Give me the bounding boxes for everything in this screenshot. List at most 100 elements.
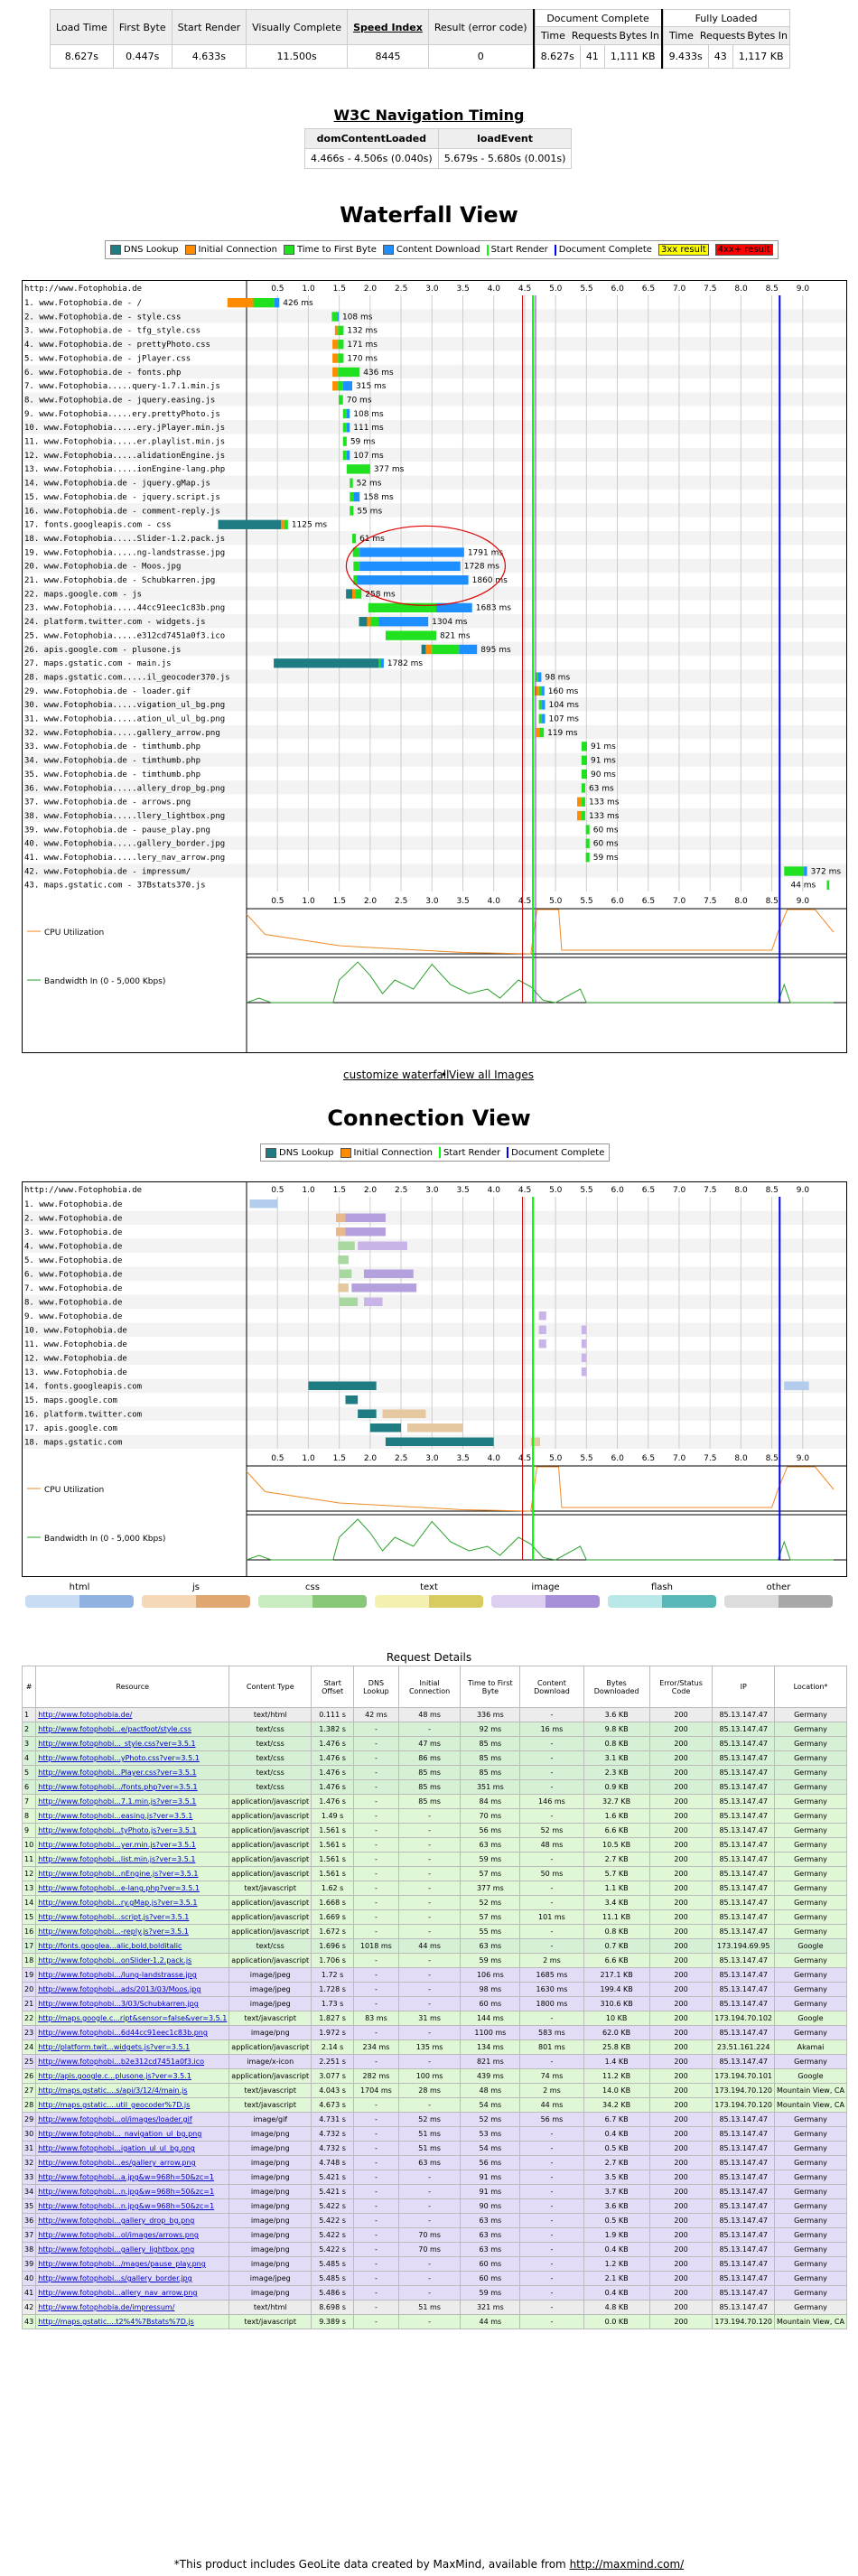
table-cell[interactable]: http://www.fotophobi...ol/images/arrows.…: [35, 2227, 230, 2243]
table-cell[interactable]: http://www.fotophobi...yPhoto.css?ver=3.…: [35, 1750, 230, 1766]
customize-waterfall-link[interactable]: customize waterfall: [343, 1069, 450, 1081]
table-cell: 200: [648, 1852, 713, 1867]
table-cell: 0.0 KB: [583, 2314, 650, 2329]
table-cell[interactable]: http://www.fotophobi...gallery_drop_bg.p…: [35, 2213, 230, 2228]
table-cell[interactable]: http://www.fotophobi...e-lang.php?ver=3.…: [35, 1881, 230, 1896]
table-cell: 70 ms: [397, 2242, 462, 2257]
table-cell[interactable]: http://www.fotophobi...n.jpg&w=968h=50&z…: [35, 2198, 230, 2214]
table-cell[interactable]: http://www.fotophobi.../mages/pause_play…: [35, 2256, 230, 2272]
table-cell: 1.49 s: [311, 1808, 354, 1824]
legend-dns: DNS Lookup: [266, 1147, 334, 1158]
table-cell[interactable]: http://www.fotophobi...7.1.min.js?ver=3.…: [35, 1794, 230, 1809]
connection-segment: [336, 1213, 386, 1222]
connection-svg: http://www.Fotophobia.de 0.5 1.0 1.5 2.0 2.5 3…: [23, 1182, 846, 1576]
table-cell[interactable]: http://www.fotophobi...a.jpg&w=968h=50&z…: [35, 2170, 230, 2185]
table-cell: 2 ms: [519, 2083, 584, 2098]
tick-label-bottom: 4.5: [518, 897, 531, 906]
table-row: 16 http://www.fotophobi...-reply.js?ver=3…: [21, 1924, 847, 1939]
duration-label: 1728 ms: [464, 563, 500, 572]
table-cell[interactable]: http://www.fotophobi...nEngine.js?ver=3.…: [35, 1866, 230, 1881]
view-all-images-link[interactable]: View all Images: [449, 1069, 534, 1081]
table-cell[interactable]: http://www.fotophobi...script.js?ver=3.5…: [35, 1909, 230, 1925]
duration-label: 98 ms: [545, 673, 570, 682]
table-cell[interactable]: http://www.fotophobi...3/03/Schubkarren.…: [35, 1996, 230, 2011]
table-cell[interactable]: http://www.fotophobi...igation_ul_ul_bg.…: [35, 2141, 230, 2156]
highlight-ellipse: [345, 525, 507, 606]
table-cell[interactable]: http://www.fotophobi...-reply.js?ver=3.5…: [35, 1924, 230, 1939]
tick-label-bottom: 6.0: [611, 1454, 625, 1463]
summary-header[interactable]: Speed Index: [347, 9, 429, 45]
table-cell[interactable]: http://www.fotophobi...easing.js?ver=3.5…: [35, 1808, 230, 1824]
tick-label-bottom: 9.0: [797, 897, 810, 906]
table-cell[interactable]: http://www.fotophobi...list.min.js?ver=3…: [35, 1852, 230, 1867]
table-cell[interactable]: http://www.fotophobi...n.jpg&w=968h=50&z…: [35, 2184, 230, 2199]
row-bg: [23, 1210, 846, 1225]
table-cell: 173.194.69.95: [712, 1938, 775, 1954]
table-cell[interactable]: http://www.fotophobi...es/gallery_arrow.…: [35, 2155, 230, 2170]
bandwidth-label: Bandwidth In (0 - 5,000 Kbps): [44, 1535, 165, 1544]
ttfb-bar: [368, 602, 437, 613]
table-cell: Germany: [774, 2198, 847, 2214]
maxmind-link[interactable]: http://maxmind.com/: [569, 2558, 685, 2571]
table-cell[interactable]: http://www.fotophobi.../lung-landstrasse…: [35, 1967, 230, 1983]
table-cell[interactable]: http://maps.google.c...ript&sensor=false…: [35, 2011, 230, 2026]
table-cell: 1.476 s: [311, 1794, 354, 1809]
table-cell[interactable]: http://www.fotophobi..._navigation_ul_bg…: [35, 2126, 230, 2142]
table-cell[interactable]: http://maps.gstatic....util_geocoder%7D.…: [35, 2097, 230, 2113]
tick-label-bottom: 1.5: [333, 897, 346, 906]
table-cell: 31: [21, 2141, 37, 2156]
table-cell[interactable]: http://www.fotophobi...s/gallery_border.…: [35, 2271, 230, 2286]
request-label: 3. www.Fotophobia.de - tfg_style.css: [24, 327, 201, 336]
table-cell[interactable]: http://apis.google.c...plusone.js?ver=3.…: [35, 2068, 230, 2084]
tick-label-bottom: 5.0: [549, 1454, 563, 1463]
table-cell: 5.422 s: [311, 2213, 354, 2228]
table-cell[interactable]: http://www.fotophobi...allery_nav_arrow.…: [35, 2285, 230, 2301]
table-cell: 377 ms: [460, 1881, 521, 1896]
table-cell: 173.194.70.120: [712, 2083, 775, 2098]
table-cell: -: [352, 1823, 399, 1838]
table-cell: 106 ms: [460, 1967, 521, 1983]
tick-label-bottom: 8.5: [766, 1454, 779, 1463]
table-cell[interactable]: http://www.fotophobi.../fonts.php?ver=3.…: [35, 1779, 230, 1795]
request-label: 17. fonts.googleapis.com - css: [24, 521, 172, 530]
table-cell[interactable]: http://www.fotophobi...6d44cc91eec1c83b.…: [35, 2025, 230, 2040]
table-cell[interactable]: http://www.fotophobia.de/impressum/: [35, 2300, 230, 2315]
table-cell: -: [397, 1924, 462, 1939]
table-cell[interactable]: http://www.fotophobi...b2e312cd7451a0f3.…: [35, 2054, 230, 2069]
table-cell[interactable]: http://maps.gstatic....t2%4%7Bstats%7D.j…: [35, 2314, 230, 2329]
table-cell[interactable]: http://platform.twit...widgets.js?ver=3.…: [35, 2039, 230, 2055]
connect-bar: [332, 353, 339, 363]
table-cell[interactable]: http://www.fotophobi..._style.css?ver=3.…: [35, 1736, 230, 1751]
table-cell: 200: [648, 1750, 713, 1766]
connection-label: 17. apis.google.com: [24, 1424, 117, 1433]
connect-bar: [577, 797, 582, 807]
table-row: 6 http://www.fotophobi.../fonts.php?ver=3…: [21, 1779, 847, 1795]
table-cell[interactable]: http://www.fotophobi...Player.css?ver=3.…: [35, 1765, 230, 1780]
table-cell[interactable]: http://maps.gstatic....s/api/3/12/4/main…: [35, 2083, 230, 2098]
row-bg: [23, 1197, 846, 1211]
table-cell[interactable]: http://www.fotophobi...onSlider-1.2.pack…: [35, 1953, 230, 1968]
table-cell: Germany: [774, 1866, 847, 1881]
table-cell[interactable]: http://fonts.googlea...alic,bold,boldita…: [35, 1938, 230, 1954]
legend-connect: Initial Connection: [340, 1147, 433, 1158]
table-cell[interactable]: http://www.fotophobia.de/: [35, 1707, 230, 1722]
table-cell: -: [519, 2213, 584, 2228]
table-cell[interactable]: http://www.fotophobi...gallery_lightbox.…: [35, 2242, 230, 2257]
request-label: 33. www.Fotophobia.de - timthumb.php: [24, 742, 201, 751]
table-cell[interactable]: http://www.fotophobi...e/pactfoot/style.…: [35, 1722, 230, 1737]
connect-bar: [577, 810, 582, 821]
table-cell: 9: [21, 1823, 37, 1838]
table-cell[interactable]: http://www.fotophobi...ol/images/loader.…: [35, 2112, 230, 2127]
request-column-header: IP: [712, 1666, 775, 1708]
table-cell[interactable]: http://www.fotophobi...yer.min.js?ver=3.…: [35, 1837, 230, 1853]
table-cell: 23.51.161.224: [712, 2039, 775, 2055]
table-cell[interactable]: http://www.fotophobi...ry.gMap.js?ver=3.…: [35, 1895, 230, 1910]
tick-label-bottom: 2.0: [364, 1454, 378, 1463]
table-cell: 85.13.147.47: [712, 1881, 775, 1896]
table-cell: 15: [21, 1909, 37, 1925]
table-cell[interactable]: http://www.fotophobi...tyPhoto.js?ver=3.…: [35, 1823, 230, 1838]
connect-bar: [367, 617, 371, 627]
table-cell: -: [352, 2126, 399, 2142]
table-cell[interactable]: http://www.fotophobi...ads/2013/03/Moos.…: [35, 1982, 230, 1997]
tick-label-top: 7.0: [673, 1186, 686, 1195]
